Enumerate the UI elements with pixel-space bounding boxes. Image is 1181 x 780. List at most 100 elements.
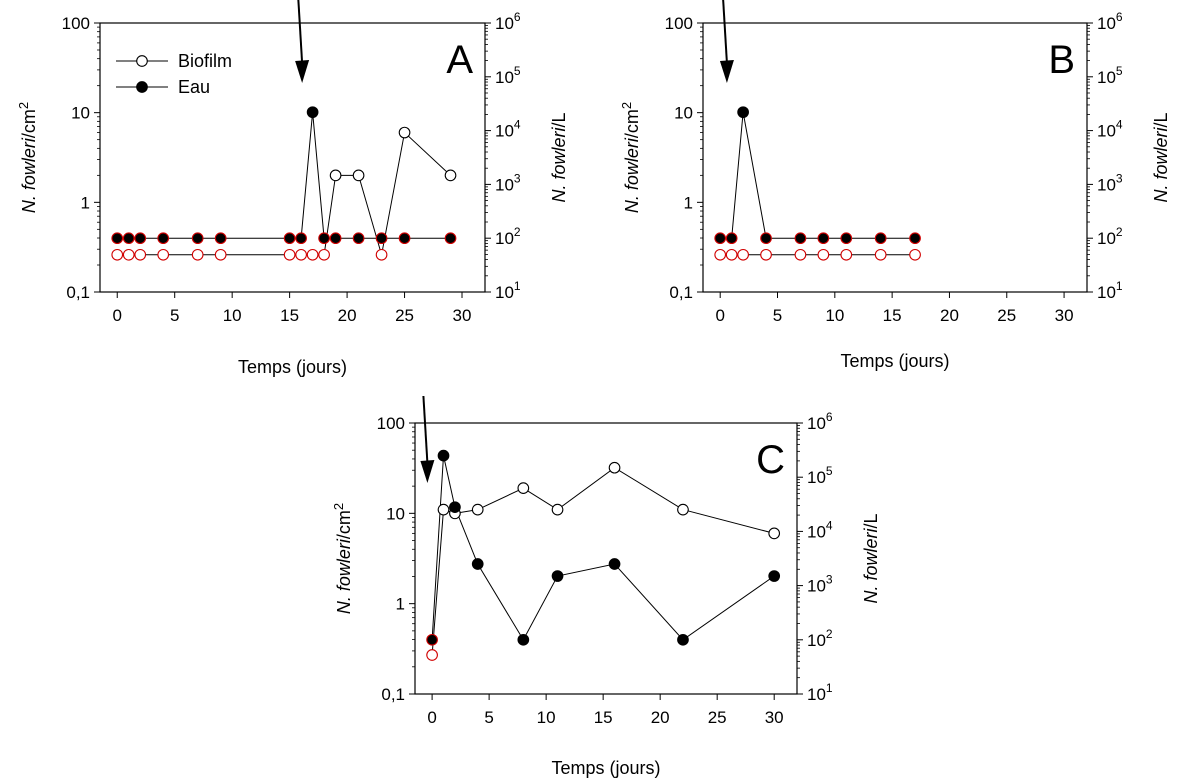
panel-c: 0 5 10 15 20 25 30 0,1 1 10 100 101 102 103 104 105 106 T… — [331, 395, 881, 778]
y-tick-label: 10 — [386, 504, 405, 523]
data-point-eau — [725, 232, 738, 245]
series-line-eau — [431, 455, 775, 641]
x-tick-label: 10 — [825, 306, 844, 325]
x-tick-label: 0 — [113, 306, 122, 325]
data-point-eau — [157, 232, 170, 245]
x-tick-label: 20 — [338, 306, 357, 325]
data-point-eau — [134, 232, 147, 245]
x-tick-label: 5 — [170, 306, 179, 325]
data-point-biofilm — [817, 248, 830, 261]
arrow-head — [295, 60, 310, 83]
x-tick-label: 30 — [765, 708, 784, 727]
data-point-eau — [295, 232, 307, 245]
x-tick-label: 10 — [537, 708, 556, 727]
panel-b: 0 5 10 15 20 25 30 0,1 1 10 100 101 102 103 104 105 106 T… — [619, 0, 1171, 371]
data-point-biofilm — [737, 248, 749, 261]
data-point-biofilm — [191, 248, 204, 261]
y2-tick-label: 101 — [807, 681, 833, 704]
data-point-eau — [677, 633, 689, 646]
data-point-biofilm — [426, 649, 438, 661]
y2-tick-label: 105 — [495, 64, 521, 87]
y2-tick-label: 106 — [495, 10, 521, 33]
data-point-eau — [471, 558, 484, 570]
y2-tick-label: 105 — [1097, 64, 1123, 87]
x-tick-label: 15 — [594, 708, 613, 727]
data-point-eau — [214, 232, 227, 245]
x-tick-label: 5 — [773, 306, 782, 325]
data-point-eau — [551, 570, 564, 582]
y2-tick-label: 104 — [807, 518, 833, 541]
arrow-shaft — [422, 395, 429, 464]
data-point-eau — [283, 232, 296, 245]
x-tick-label: 5 — [484, 708, 493, 727]
data-point-eau — [318, 232, 330, 245]
data-point-eau — [437, 449, 450, 462]
data-point-eau — [191, 232, 204, 245]
x-tick-label: 0 — [427, 708, 436, 727]
y2-tick-label: 101 — [1097, 279, 1123, 302]
data-point-eau — [714, 232, 727, 245]
data-point-biofilm — [306, 248, 319, 261]
x-tick-label: 25 — [395, 306, 414, 325]
data-point-biofilm — [157, 248, 170, 261]
x-tick-label: 20 — [651, 708, 670, 727]
data-point-biofilm — [444, 169, 457, 182]
y2-tick-label: 101 — [495, 279, 521, 302]
y-tick-label: 1 — [81, 193, 90, 212]
y2-tick-label: 106 — [807, 410, 833, 433]
x-tick-label: 30 — [1055, 306, 1074, 325]
data-point-biofilm — [760, 248, 772, 261]
data-point-biofilm — [295, 248, 307, 261]
x-tick-label: 25 — [708, 708, 727, 727]
data-point-eau — [840, 232, 853, 245]
data-point-biofilm — [517, 482, 530, 495]
y2-tick-label: 105 — [807, 464, 833, 487]
y-tick-label: 100 — [665, 14, 693, 33]
data-point-eau — [111, 232, 124, 245]
data-point-biofilm — [551, 503, 564, 516]
x-tick-label: 15 — [883, 306, 902, 325]
data-point-eau — [306, 106, 319, 119]
data-point-biofilm — [398, 126, 411, 139]
plot-frame — [99, 22, 486, 293]
data-point-eau — [608, 558, 621, 570]
plot-frame — [702, 22, 1088, 293]
x-axis-title: Temps (jours) — [238, 357, 347, 377]
data-point-eau — [737, 106, 749, 119]
legend-label: Eau — [178, 77, 210, 97]
y2-tick-label: 103 — [807, 573, 833, 596]
series-line-biofilm — [431, 467, 775, 656]
data-point-biofilm — [677, 503, 689, 516]
panel-letter: B — [1048, 38, 1075, 82]
panel-letter: C — [756, 438, 785, 482]
data-point-biofilm — [840, 248, 853, 261]
y2-tick-label: 103 — [495, 171, 521, 194]
panel-a: 0 5 10 15 20 25 30 0,1 1 10 100 101 102 103 104 105 106 T… — [16, 0, 569, 377]
data-point-eau — [449, 501, 461, 514]
data-point-biofilm — [608, 461, 621, 474]
y-tick-label: 0,1 — [66, 283, 90, 302]
y2-tick-label: 102 — [1097, 225, 1123, 248]
y2-tick-label: 104 — [1097, 118, 1123, 141]
y2-tick-label: 102 — [807, 627, 833, 650]
data-point-biofilm — [471, 503, 484, 516]
data-point-biofilm — [375, 248, 388, 261]
y-tick-label: 100 — [377, 414, 405, 433]
x-tick-label: 0 — [715, 306, 724, 325]
data-point-eau — [874, 232, 887, 245]
data-point-biofilm — [725, 248, 738, 261]
y2-axis-title: N. fowleri/L — [549, 112, 569, 202]
data-point-biofilm — [714, 248, 727, 261]
plot-frame — [414, 422, 798, 695]
data-point-eau — [352, 232, 365, 245]
arrow-shaft — [722, 0, 728, 64]
data-point-biofilm — [909, 248, 921, 261]
data-point-eau — [794, 232, 807, 245]
data-point-biofilm — [352, 169, 365, 182]
data-point-eau — [768, 570, 781, 582]
x-tick-label: 15 — [280, 306, 299, 325]
y-axis-title: N. fowleri/cm2 — [331, 503, 354, 614]
data-point-biofilm — [134, 248, 147, 261]
data-point-biofilm — [794, 248, 807, 261]
